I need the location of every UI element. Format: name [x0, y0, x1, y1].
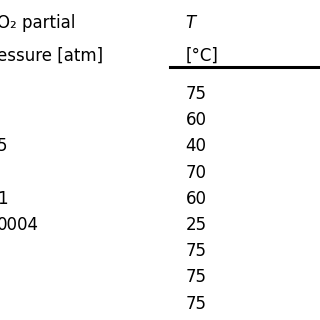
Text: O₂ partial: O₂ partial	[0, 14, 75, 32]
Text: 25: 25	[186, 216, 207, 234]
Text: essure [atm]: essure [atm]	[0, 46, 103, 64]
Text: 60: 60	[186, 111, 207, 129]
Text: 75: 75	[186, 295, 207, 313]
Text: 75: 75	[186, 242, 207, 260]
Text: 40: 40	[186, 137, 207, 155]
Text: T: T	[186, 14, 196, 32]
Text: 75: 75	[186, 85, 207, 103]
Text: 1: 1	[0, 190, 7, 208]
Text: 0004: 0004	[0, 216, 39, 234]
Text: [°C]: [°C]	[186, 46, 219, 64]
Text: 60: 60	[186, 190, 207, 208]
Text: 5: 5	[0, 137, 7, 155]
Text: 70: 70	[186, 164, 207, 181]
Text: 75: 75	[186, 268, 207, 286]
